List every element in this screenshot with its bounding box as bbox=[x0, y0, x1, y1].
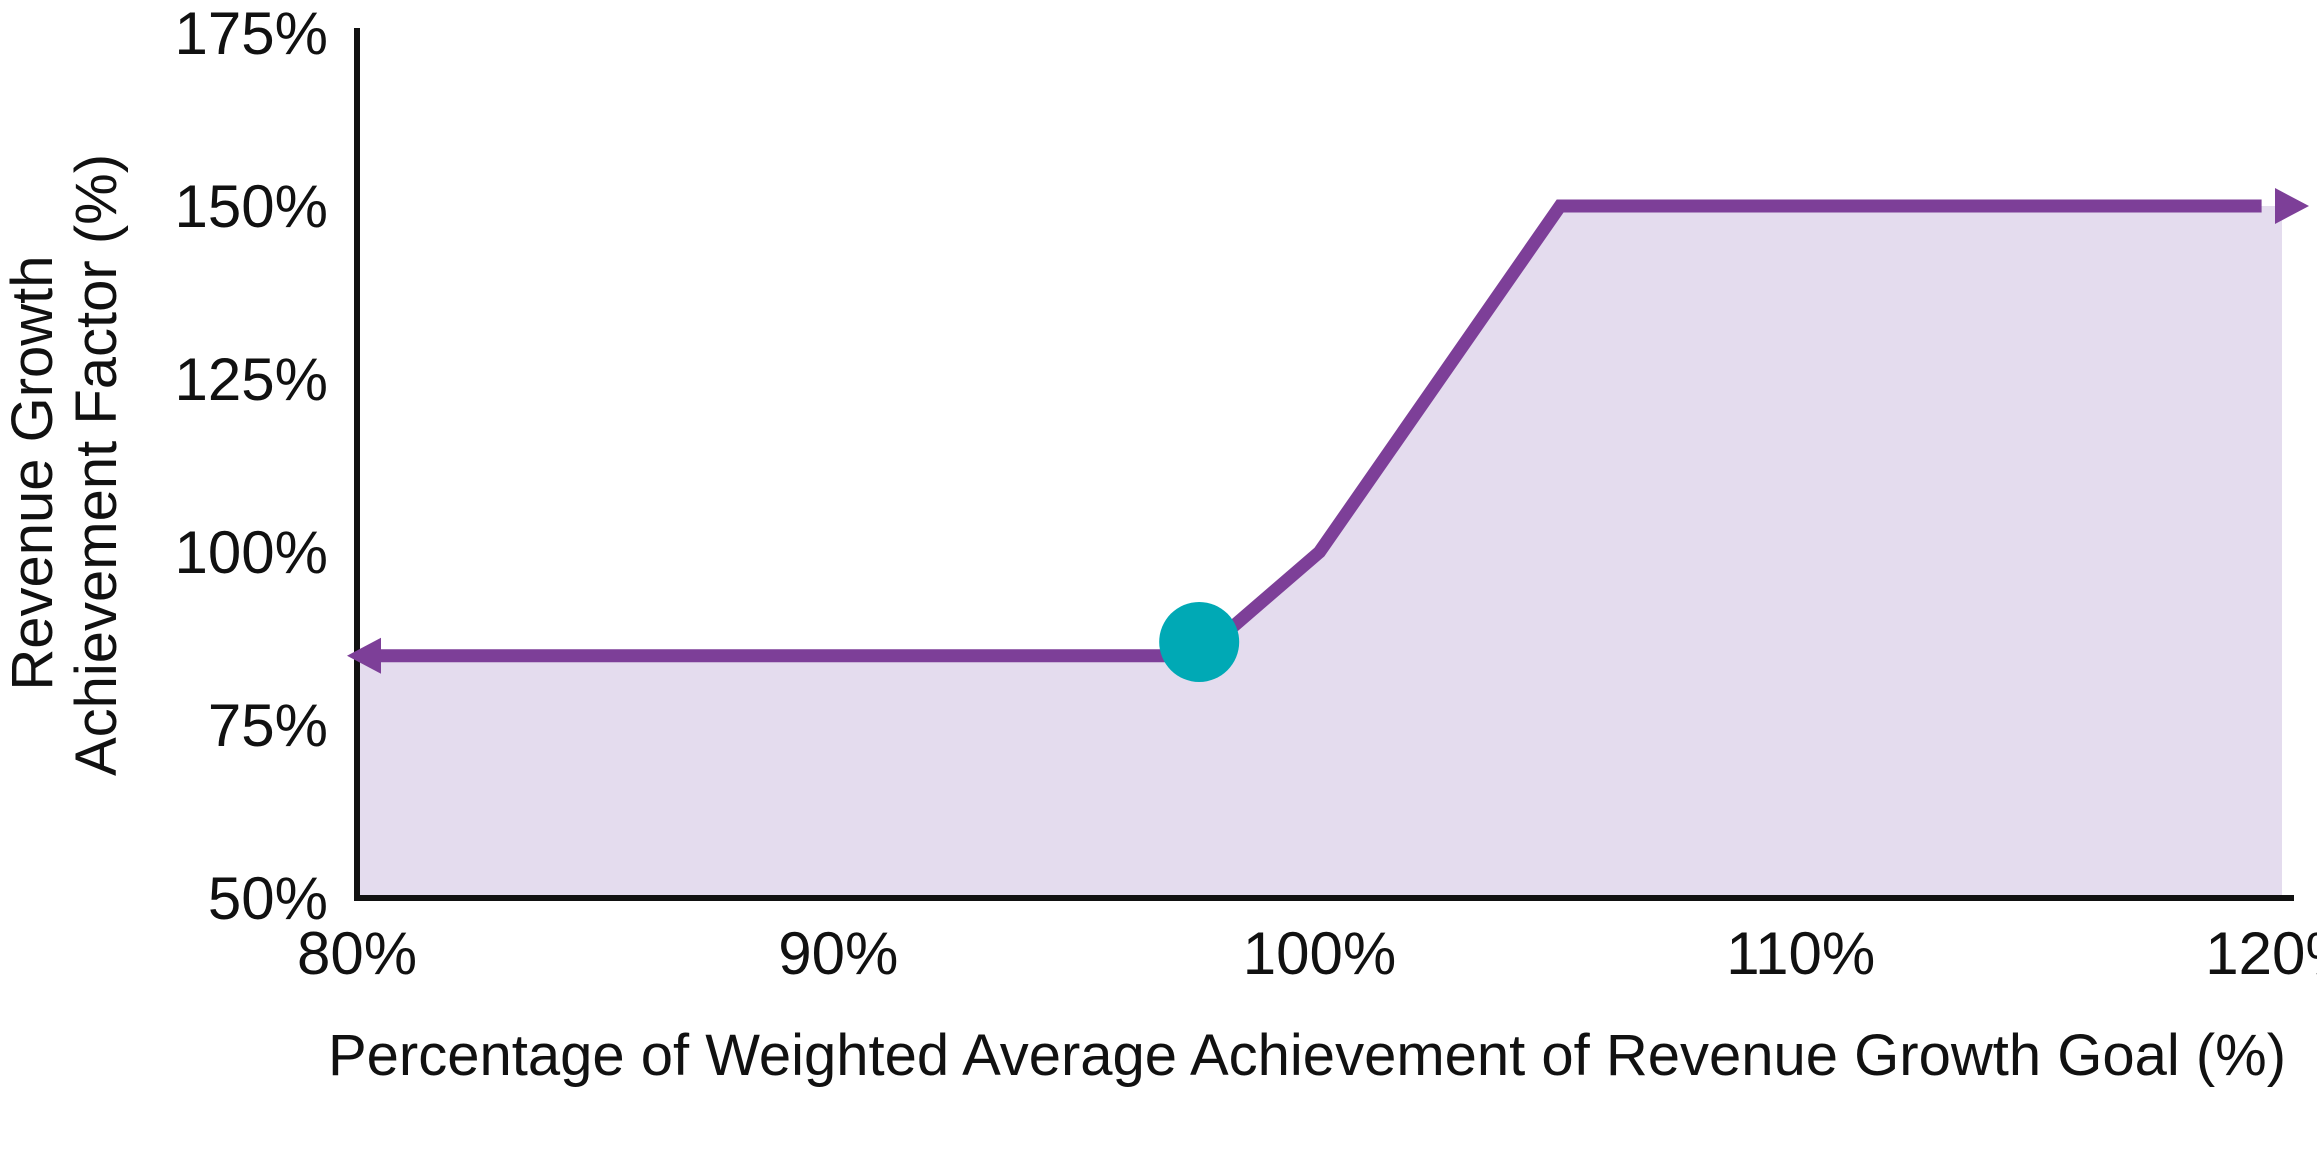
y-tick-label: 100% bbox=[175, 519, 328, 586]
left-arrowhead bbox=[347, 637, 381, 674]
y-tick-labels: 50% 75% 100% 125% 150% 175% bbox=[175, 0, 328, 932]
y-axis-title-line-2: Achievement Factor (%) bbox=[64, 154, 129, 776]
y-tick-label: 125% bbox=[175, 346, 328, 413]
x-tick-label: 120% bbox=[2205, 920, 2317, 987]
y-axis-title: Revenue Growth Achievement Factor (%) bbox=[0, 154, 129, 776]
y-tick-label: 175% bbox=[175, 0, 328, 67]
x-tick-label: 100% bbox=[1243, 920, 1396, 987]
x-tick-label: 90% bbox=[778, 920, 898, 987]
y-tick-label: 150% bbox=[175, 173, 328, 240]
y-tick-label: 75% bbox=[208, 692, 328, 759]
x-axis-title: Percentage of Weighted Average Achieveme… bbox=[328, 1023, 2286, 1088]
highlight-marker bbox=[1159, 601, 1240, 682]
right-arrowhead bbox=[2275, 188, 2309, 224]
y-tick-label: 50% bbox=[208, 865, 328, 932]
x-tick-label: 110% bbox=[1726, 920, 1875, 987]
series-line bbox=[377, 199, 2262, 663]
x-tick-labels: 80% 90% 100% 110% 120% bbox=[297, 920, 2317, 987]
y-axis-title-line-1: Revenue Growth bbox=[0, 255, 65, 690]
x-tick-label: 80% bbox=[297, 920, 417, 987]
